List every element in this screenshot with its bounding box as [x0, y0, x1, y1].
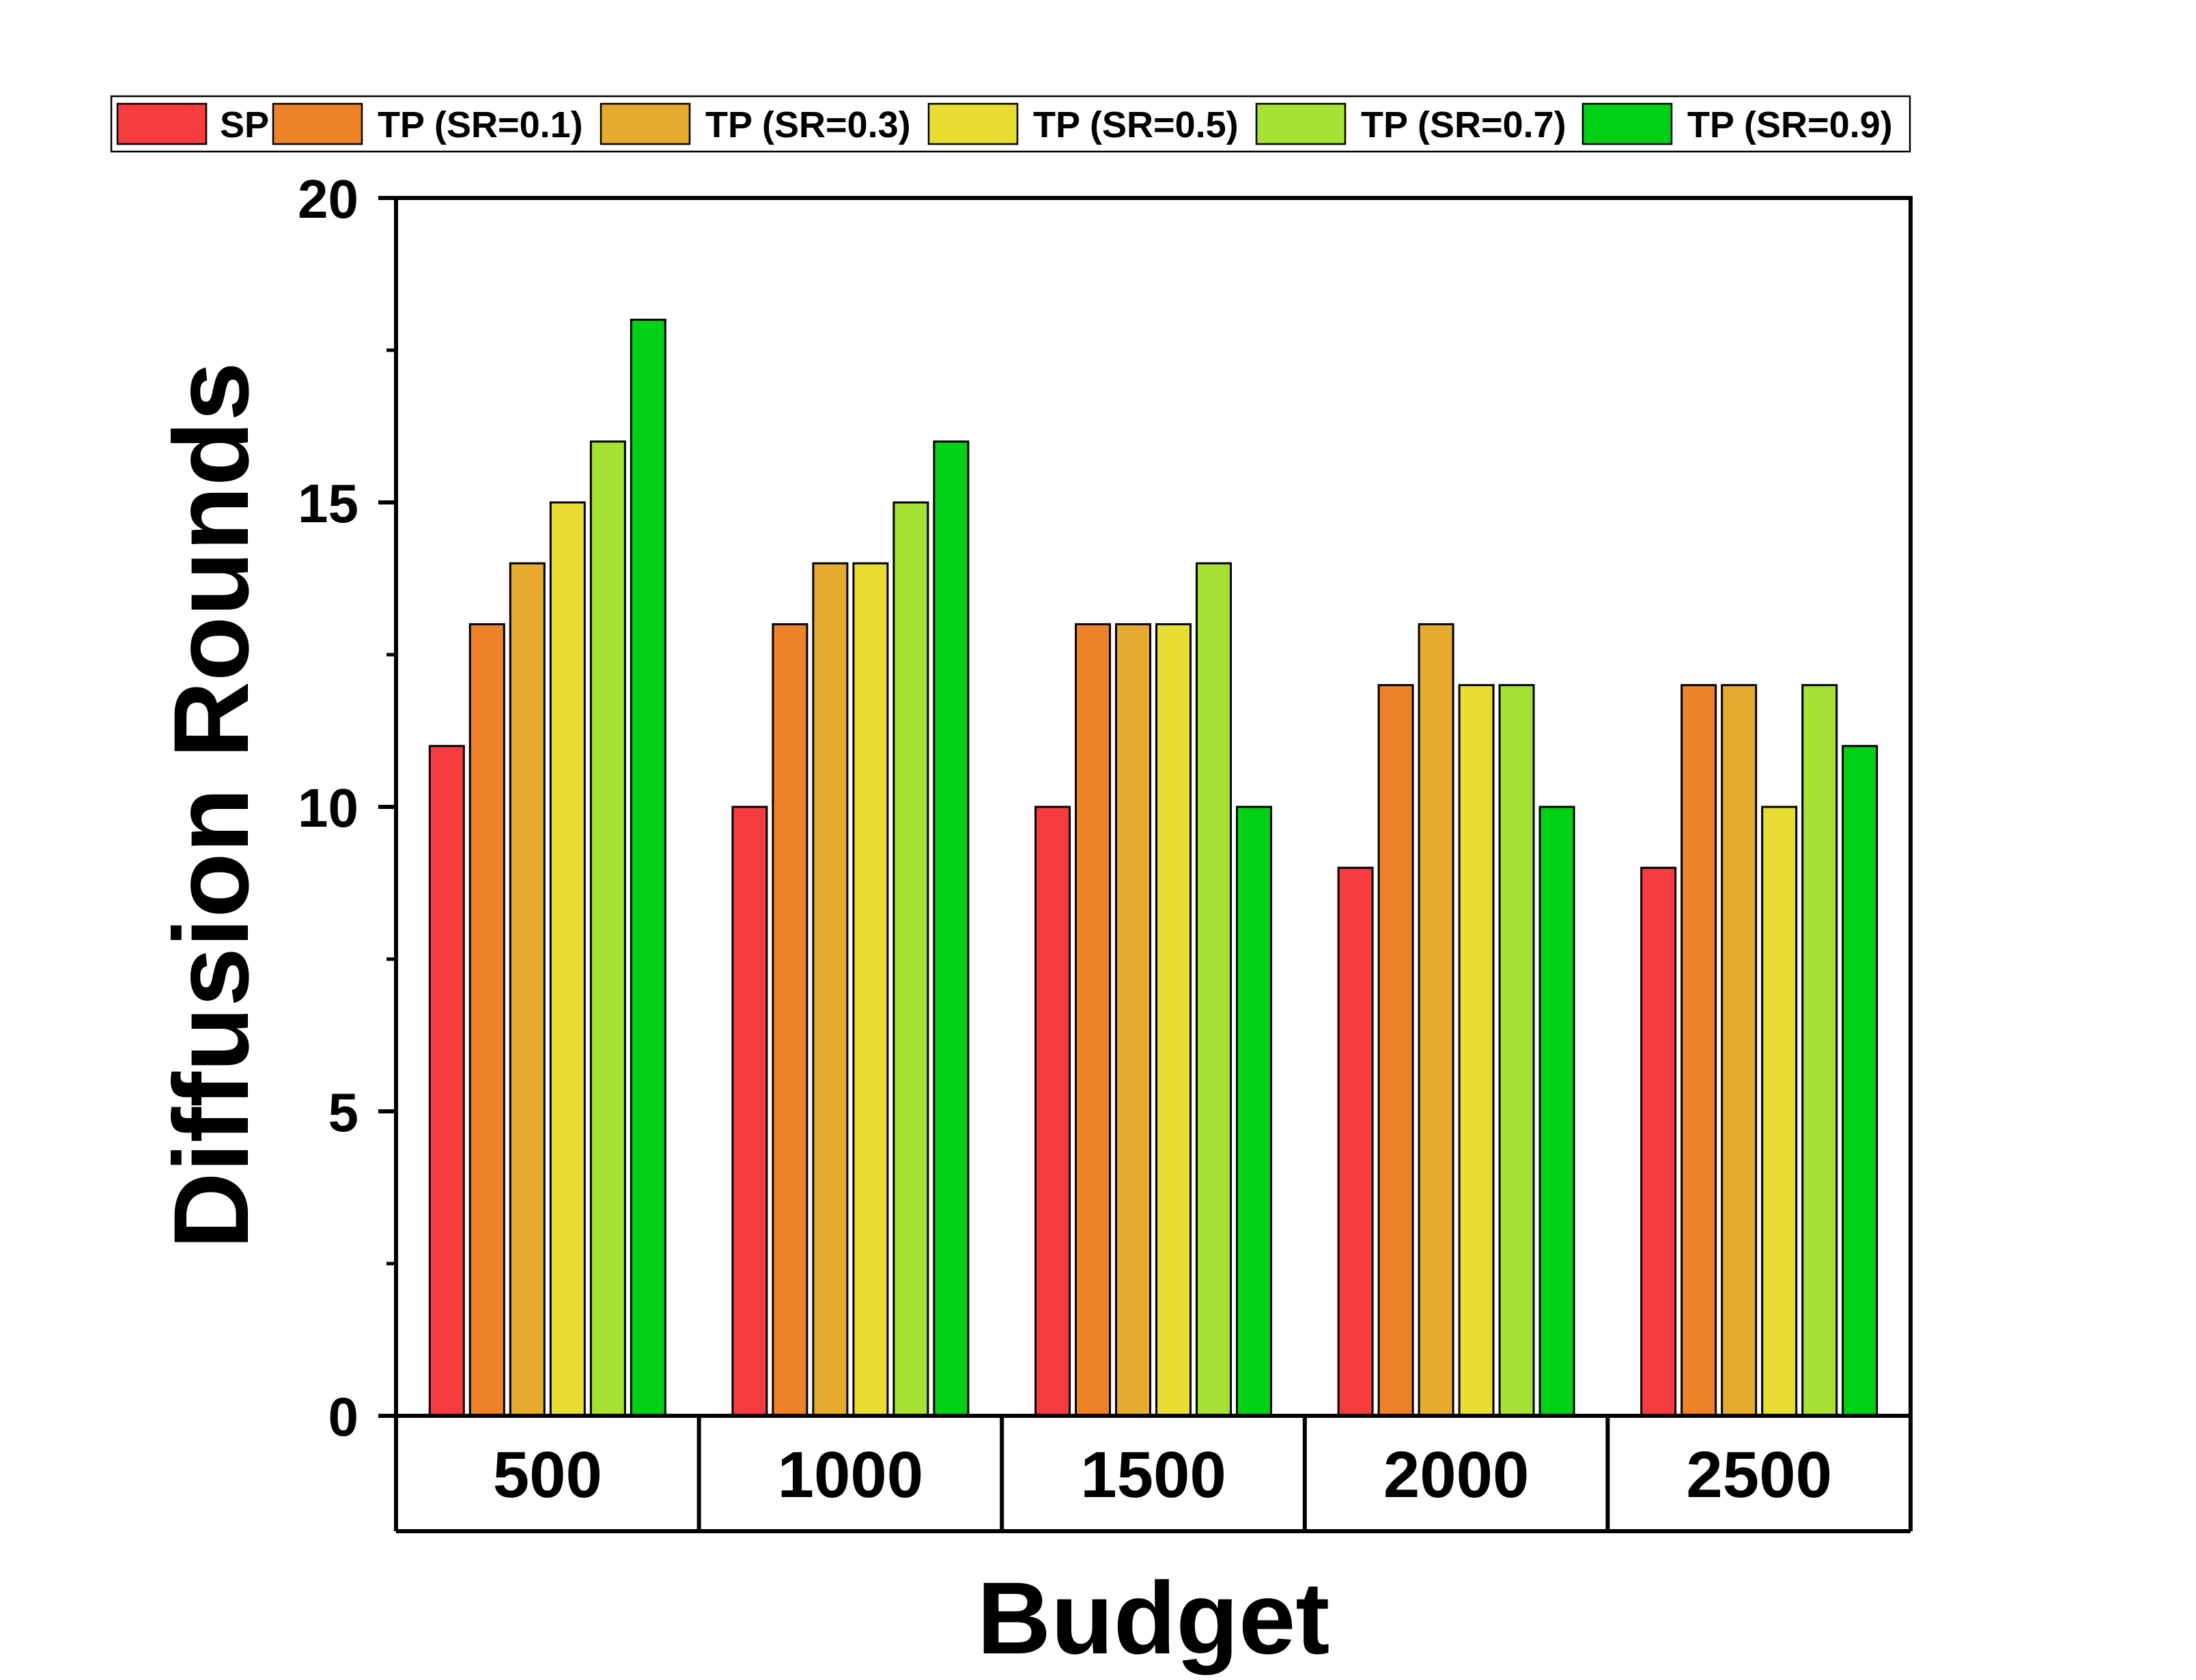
x-tick-label: 1000 — [778, 1438, 924, 1511]
bar — [772, 623, 808, 1417]
x-tick-label: 500 — [493, 1438, 602, 1511]
legend-label: TP (SR=0.9) — [1687, 104, 1893, 145]
legend-swatch — [600, 102, 691, 145]
bar — [1721, 684, 1758, 1417]
legend-label: SP — [220, 104, 269, 145]
bar — [1680, 684, 1717, 1417]
category-axis: 500 1000 1500 2000 2500 — [394, 1416, 1913, 1533]
bar — [933, 440, 970, 1417]
bar — [1196, 562, 1232, 1417]
bar — [1538, 806, 1575, 1417]
x-tick-label: 2500 — [1686, 1438, 1832, 1511]
bar — [1115, 623, 1151, 1417]
bar — [1155, 623, 1192, 1417]
bar — [1337, 866, 1374, 1417]
bar — [1498, 684, 1535, 1417]
legend-label: TP (SR=0.5) — [1033, 104, 1239, 145]
bar — [1034, 806, 1071, 1417]
y-tick-label: 10 — [298, 778, 358, 838]
y-tick-label: 15 — [298, 473, 358, 534]
bar — [1761, 806, 1798, 1417]
legend-swatch — [927, 102, 1019, 145]
bar — [1640, 866, 1677, 1417]
bar — [892, 501, 929, 1417]
legend-swatch — [1581, 102, 1673, 145]
bar — [589, 440, 626, 1417]
legend-label: TP (SR=0.3) — [705, 104, 911, 145]
bar — [731, 806, 768, 1417]
bar — [1236, 806, 1272, 1417]
x-axis-title: Budget — [977, 1561, 1330, 1675]
y-tick-label: 0 — [328, 1386, 359, 1447]
bar — [1377, 684, 1414, 1417]
x-tick-label: 2000 — [1383, 1438, 1530, 1511]
bar — [812, 562, 849, 1417]
legend-swatch — [116, 102, 208, 145]
y-tick-label: 5 — [328, 1082, 359, 1143]
bar — [549, 501, 586, 1417]
bar — [1075, 623, 1111, 1417]
bar — [1801, 684, 1838, 1417]
x-tick-label: 1500 — [1080, 1438, 1226, 1511]
y-tick-label: 20 — [298, 169, 358, 229]
legend: SP TP (SR=0.1) TP (SR=0.3) TP (SR=0.5) TP (S… — [110, 95, 1911, 153]
bar — [630, 318, 666, 1417]
y-axis-title: Diffusion Rounds — [152, 362, 271, 1249]
bar — [1418, 623, 1454, 1417]
bar — [468, 623, 505, 1417]
legend-label: TP (SR=0.1) — [378, 104, 583, 145]
legend-swatch — [1255, 102, 1347, 145]
bar — [1458, 684, 1495, 1417]
y-axis: 0 5 10 15 20 — [298, 169, 1911, 1447]
bar — [509, 562, 546, 1417]
legend-swatch — [272, 102, 363, 145]
bar — [428, 745, 465, 1417]
bar — [1842, 745, 1878, 1417]
bar — [852, 562, 889, 1417]
legend-label: TP (SR=0.7) — [1361, 104, 1566, 145]
